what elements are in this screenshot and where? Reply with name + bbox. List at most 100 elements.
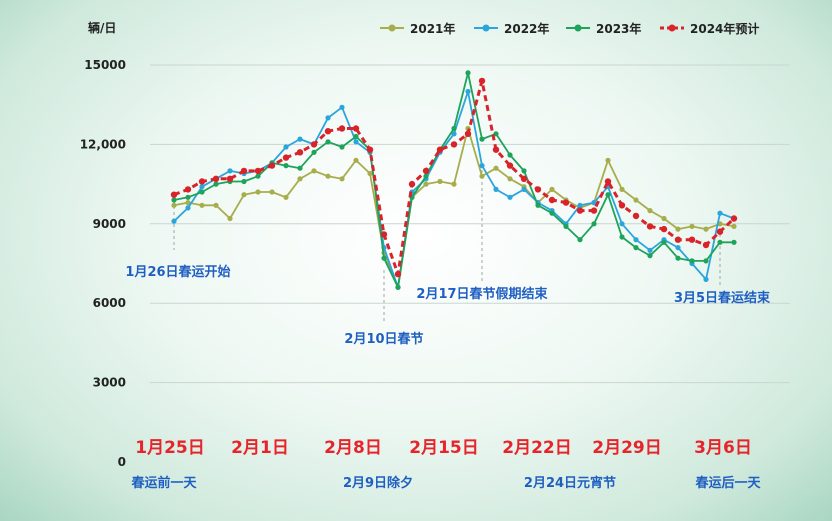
data-point <box>283 144 289 150</box>
data-point <box>254 167 262 175</box>
data-point <box>619 221 625 227</box>
data-point <box>591 221 597 227</box>
data-point <box>381 255 387 261</box>
data-point <box>227 168 233 174</box>
data-point <box>647 253 653 259</box>
data-point <box>520 175 528 182</box>
data-point <box>590 207 598 214</box>
data-point <box>408 180 416 188</box>
data-point <box>465 70 471 76</box>
data-point <box>380 231 388 238</box>
data-point <box>507 194 513 200</box>
legend: 2021年 2022年 2023年 2024年预计 <box>380 21 759 36</box>
data-point <box>451 181 457 187</box>
data-point <box>255 189 261 195</box>
x-axis-date-label: 2月22日 <box>502 438 572 458</box>
data-point <box>703 258 709 264</box>
data-point <box>283 163 289 169</box>
data-point <box>395 284 401 290</box>
series-lines <box>170 70 738 290</box>
data-point <box>731 239 737 245</box>
data-point <box>577 202 583 208</box>
data-point <box>171 197 177 203</box>
data-point <box>451 125 457 132</box>
data-point <box>241 178 247 185</box>
data-point <box>366 146 374 153</box>
data-point <box>324 128 332 135</box>
data-point <box>479 163 485 169</box>
data-point <box>213 181 219 187</box>
data-point <box>731 223 737 229</box>
y-tick-label: 12,000 <box>80 137 126 151</box>
y-tick-label: 15000 <box>84 58 126 72</box>
data-point <box>675 255 681 261</box>
data-point <box>436 146 444 153</box>
data-point <box>296 149 304 156</box>
data-point <box>297 165 303 171</box>
y-axis-ticks: 0 3000 6000 9000 12,000 15000 <box>80 58 126 469</box>
series-line <box>173 127 735 289</box>
data-point <box>647 247 653 253</box>
data-point <box>282 154 290 161</box>
data-point <box>199 202 205 208</box>
y-tick-label: 3000 <box>93 376 126 390</box>
legend-marker <box>388 24 396 32</box>
data-point <box>717 210 723 216</box>
data-point <box>521 186 527 192</box>
data-point <box>423 173 429 179</box>
data-point <box>605 157 611 163</box>
event-annotation-bottom: 2月24日元宵节 <box>524 475 616 491</box>
y-axis-unit: 辆/日 <box>88 20 116 35</box>
data-point <box>688 236 696 243</box>
data-point <box>548 196 556 204</box>
x-axis-date-label: 2月8日 <box>324 438 382 458</box>
data-point <box>619 186 625 192</box>
data-point <box>604 178 612 185</box>
data-point <box>535 202 541 208</box>
data-point <box>605 192 611 198</box>
data-point <box>479 136 485 142</box>
data-point <box>660 225 668 233</box>
gridlines <box>150 64 790 384</box>
data-point <box>549 210 555 216</box>
data-point <box>591 200 597 206</box>
data-point <box>576 207 584 214</box>
data-point <box>507 152 513 158</box>
data-point <box>549 186 555 192</box>
data-point <box>297 176 303 182</box>
data-point <box>493 131 499 137</box>
data-point <box>269 189 275 195</box>
data-point <box>632 212 640 220</box>
data-point <box>422 167 430 175</box>
data-point <box>367 170 373 177</box>
data-point <box>185 200 191 206</box>
data-point <box>171 218 177 224</box>
x-axis-date-label: 3月6日 <box>694 438 752 458</box>
data-point <box>661 239 667 245</box>
data-point <box>437 178 443 185</box>
data-point <box>325 139 331 145</box>
data-point <box>506 162 514 169</box>
data-point <box>451 131 457 137</box>
y-tick-label: 0 <box>118 455 126 469</box>
data-point <box>199 184 205 190</box>
legend-label: 2023年 <box>596 21 641 36</box>
data-point <box>185 194 191 200</box>
data-point <box>689 223 695 229</box>
data-point <box>507 176 513 182</box>
data-point <box>647 208 653 214</box>
data-point <box>730 215 738 222</box>
data-point <box>311 149 317 155</box>
data-point <box>577 237 583 243</box>
legend-marker <box>482 24 490 32</box>
legend-label: 2022年 <box>504 21 549 36</box>
data-point <box>184 186 192 193</box>
data-point <box>227 215 233 222</box>
data-point <box>339 176 345 182</box>
legend-marker <box>574 24 582 32</box>
data-point <box>493 186 499 192</box>
event-annotations: 1月26日春运开始 2月10日春节 2月17日春节假期结束 3月5日春运结束春运前一天… <box>125 264 771 491</box>
x-axis-date-labels: 1月25日 2月1日 2月8日 2月15日 2月22日 2月29日 3月6日 <box>135 438 752 458</box>
event-annotation: 3月5日春运结束 <box>674 290 771 306</box>
